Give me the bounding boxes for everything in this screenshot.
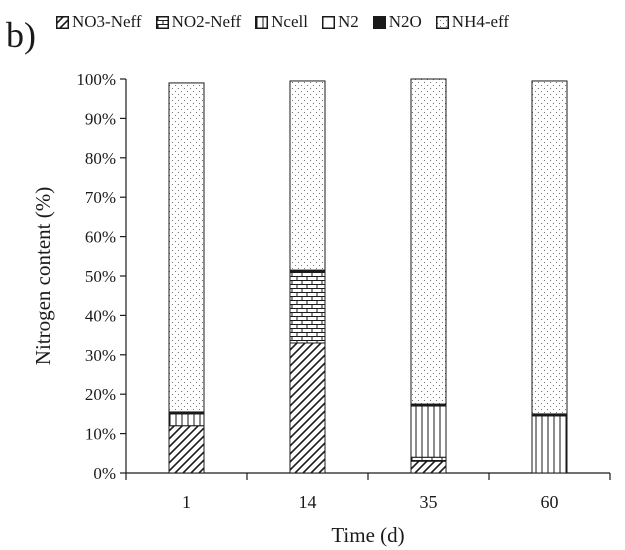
legend-swatch [372,15,386,29]
bar-segment-no2-neff-14 [289,271,326,344]
bar-segment-nh4-eff-14 [289,80,326,271]
bar-segment-ncell-1 [168,413,205,427]
legend-swatch [321,15,335,29]
legend-item-no2-neff: NO2-Neff [155,12,242,32]
legend-label: NO2-Neff [171,12,242,31]
y-tick-label: 80% [85,149,116,168]
x-tick-label: 14 [299,492,317,512]
bar-segment-no3-neff-14 [289,342,326,474]
y-tick-label: 100% [76,70,116,89]
x-axis-title: Time (d) [331,523,404,547]
x-tick-label: 35 [420,492,438,512]
legend-swatch [155,15,169,29]
y-tick-label: 0% [93,464,116,483]
y-tick-label: 40% [85,306,116,325]
y-tick-label: 50% [85,267,116,286]
y-tick-label: 60% [85,228,116,247]
x-tick-label: 60 [541,492,559,512]
y-tick-label: 10% [85,425,116,444]
y-tick-label: 70% [85,188,116,207]
legend-item-no3-neff: NO3-Neff [56,12,142,32]
bar-segment-ncell-60 [531,415,568,474]
legend-swatch [56,15,69,29]
y-tick-label: 20% [85,385,116,404]
y-axis-title: Nitrogen content (%) [31,187,55,365]
legend-label: N2O [388,12,422,31]
legend-label: NH4-eff [451,12,510,31]
legend-item-n2o: N2O [372,12,422,32]
bar-segment-nh4-eff-1 [168,82,205,413]
legend-label: Ncell [271,12,308,31]
panel-label: b) [6,15,36,55]
bar-segment-no3-neff-35 [410,460,447,474]
legend-label: NO3-Neff [72,12,142,31]
bar-segment-no3-neff-1 [168,425,205,474]
legend-item-nh4-eff: NH4-eff [435,12,510,32]
bar-segment-nh4-eff-35 [410,78,447,405]
legend-item-ncell: Ncell [255,12,308,32]
y-tick-label: 90% [85,109,116,128]
legend-swatch [255,15,269,29]
x-tick-label: 1 [182,492,191,512]
y-tick-label: 30% [85,346,116,365]
legend-item-n2: N2 [321,12,359,32]
legend-label: N2 [337,12,359,31]
bar-segment-no2-neff-35 [410,456,447,462]
bar-segment-nh4-eff-60 [531,80,568,415]
chart-legend: NO3-Neff NO2-Neff Ncell N2 N2O NH4-eff [56,12,523,32]
legend-swatch [435,15,449,29]
bar-segment-ncell-35 [410,405,447,458]
